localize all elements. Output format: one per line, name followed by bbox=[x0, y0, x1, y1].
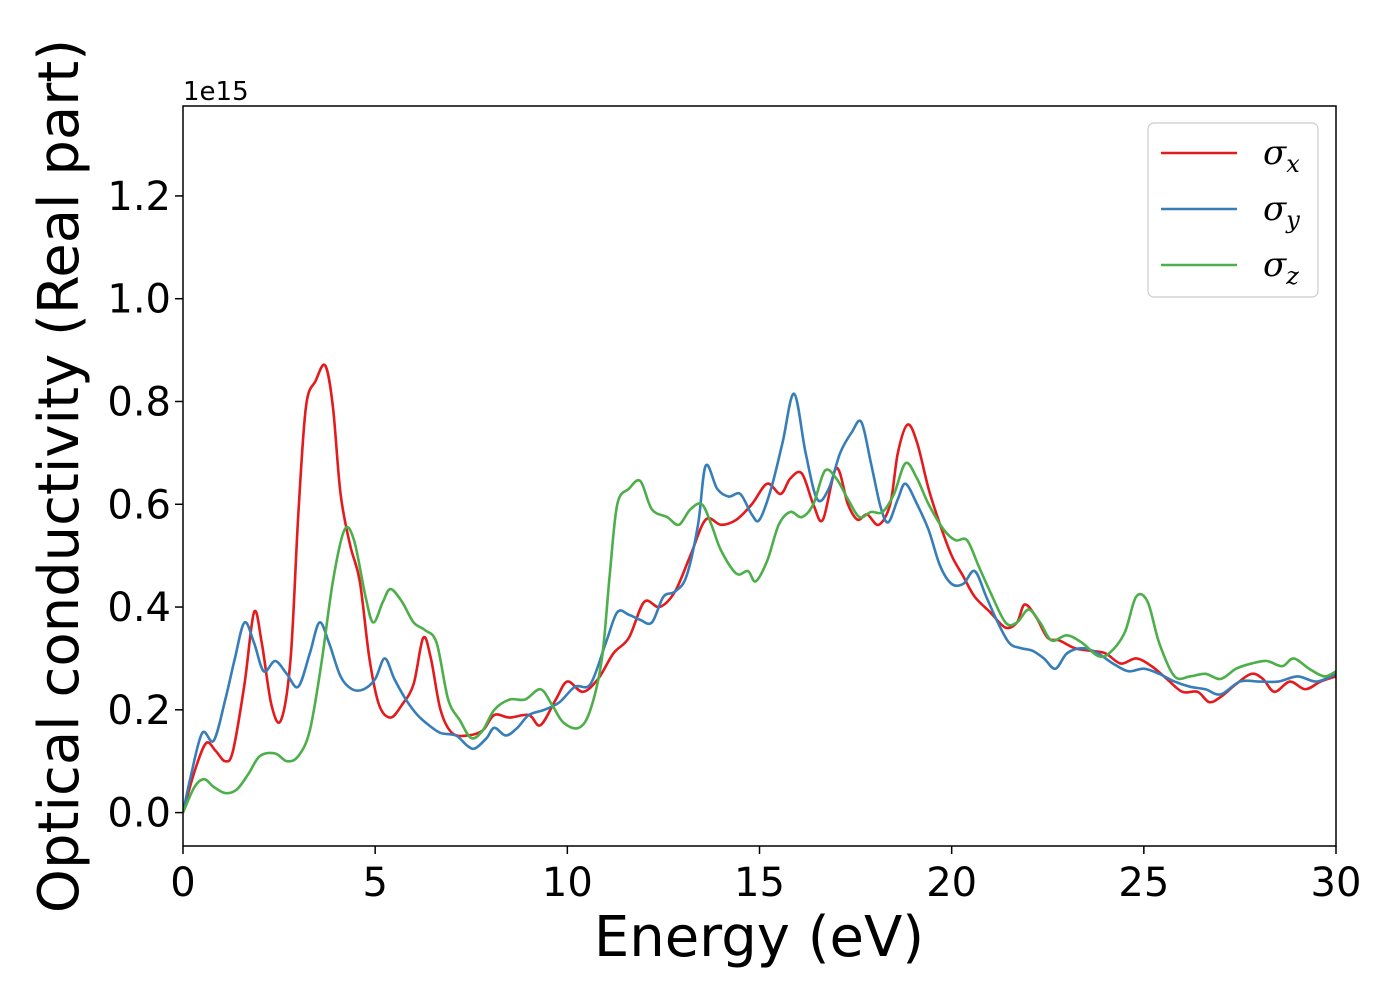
x-tick-label: 0 bbox=[170, 860, 195, 906]
series-line-sigma-z bbox=[183, 461, 1336, 814]
y-axis-title: Optical conductivity (Real part) bbox=[27, 39, 92, 913]
series-lines bbox=[183, 363, 1336, 814]
y-tick-label: 0.4 bbox=[107, 585, 171, 631]
x-tick-label: 20 bbox=[926, 860, 977, 906]
y-offset-label: 1e15 bbox=[183, 77, 249, 107]
x-tick-label: 5 bbox=[362, 860, 387, 906]
y-tick-label: 0.2 bbox=[107, 688, 171, 734]
y-axis: 0.0 0.2 0.4 0.6 0.8 1.0 1.2 bbox=[107, 174, 183, 837]
y-tick-label: 0.8 bbox=[107, 379, 171, 425]
x-tick-label: 30 bbox=[1311, 860, 1362, 906]
x-tick-label: 15 bbox=[734, 860, 785, 906]
plot-area bbox=[183, 363, 1336, 814]
x-axis: 0 5 10 15 20 25 30 bbox=[170, 846, 1361, 906]
x-tick-label: 25 bbox=[1118, 860, 1169, 906]
y-tick-label: 0.6 bbox=[107, 482, 171, 528]
series-line-sigma-y bbox=[183, 392, 1336, 813]
series-line-sigma-x bbox=[183, 363, 1336, 813]
y-tick-label: 1.0 bbox=[107, 277, 171, 323]
x-tick-label: 10 bbox=[542, 860, 593, 906]
x-axis-title: Energy (eV) bbox=[594, 905, 924, 970]
y-tick-label: 0.0 bbox=[107, 791, 171, 837]
y-tick-label: 1.2 bbox=[107, 174, 171, 220]
